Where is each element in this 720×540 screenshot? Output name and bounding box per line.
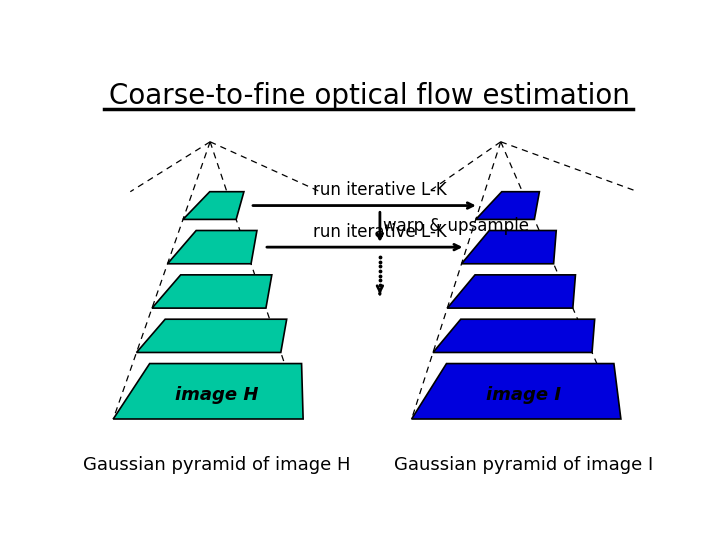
Text: warp & upsample: warp & upsample: [383, 217, 529, 235]
Text: Gaussian pyramid of image H: Gaussian pyramid of image H: [83, 456, 351, 474]
Polygon shape: [412, 363, 621, 419]
Polygon shape: [183, 192, 244, 219]
Polygon shape: [476, 192, 539, 219]
Polygon shape: [113, 363, 303, 419]
Polygon shape: [447, 275, 575, 308]
Text: image I: image I: [486, 386, 561, 404]
Text: Coarse-to-fine optical flow estimation: Coarse-to-fine optical flow estimation: [109, 82, 629, 110]
Text: run iterative L-K: run iterative L-K: [313, 181, 447, 199]
Polygon shape: [168, 231, 257, 264]
Polygon shape: [433, 319, 595, 353]
Text: image H: image H: [175, 386, 258, 404]
Text: Gaussian pyramid of image I: Gaussian pyramid of image I: [394, 456, 653, 474]
Polygon shape: [137, 319, 287, 353]
Polygon shape: [462, 231, 557, 264]
Polygon shape: [152, 275, 272, 308]
Text: run iterative L-K: run iterative L-K: [313, 223, 447, 241]
